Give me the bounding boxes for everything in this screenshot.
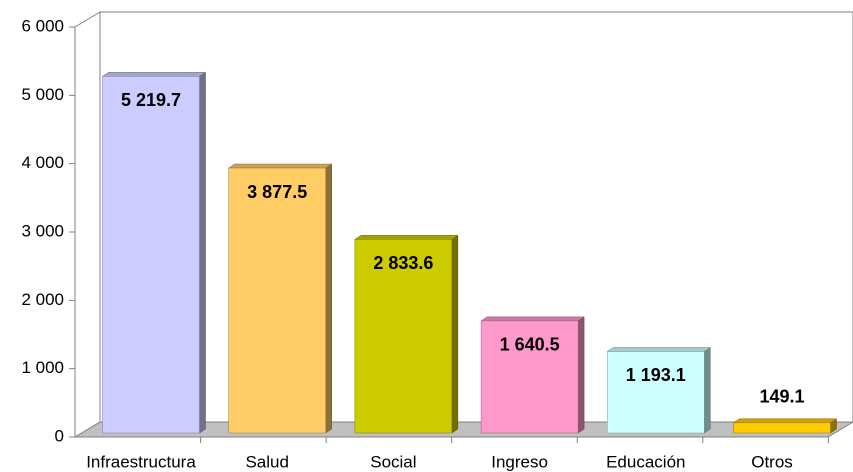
back-wall [99,11,853,423]
bar [228,167,326,434]
bar-top [480,316,585,322]
bar [480,320,579,434]
y-tick-label: 2 000 [21,290,64,309]
bar-side [704,347,711,434]
value-label: 149.1 [759,387,804,407]
bar [607,351,705,434]
y-tick-label: 4 000 [21,153,64,172]
bar-side [325,163,332,434]
bar [102,76,200,434]
y-tick-label: 5 000 [21,85,64,104]
y-tick-label: 0 [55,426,64,445]
value-label: 2 833.6 [373,253,433,273]
x-tick-label: Infraestructura [86,452,196,471]
x-tick-label: Ingreso [491,452,548,471]
bar-side [199,71,206,434]
bar-top [732,418,838,424]
value-label: 1 640.5 [500,335,560,355]
value-label: 3 877.5 [247,182,307,202]
y-tick-label: 3 000 [21,221,64,240]
side-wall [74,11,101,438]
bar-top [101,72,207,77]
value-label: 1 193.1 [626,365,686,385]
bar-top [227,163,333,169]
bar [354,239,453,434]
bar-side [451,234,459,434]
y-tick-label: 1 000 [21,358,64,377]
bar-top [606,347,712,352]
y-tick-label: 6 000 [21,16,64,35]
x-tick-label: Social [370,452,416,471]
bar-side [577,316,585,434]
x-tick-label: Educación [606,452,685,471]
bar-top [354,235,459,240]
x-tick-label: Salud [245,452,288,471]
x-tick-label: Otros [751,452,793,471]
bar [733,422,831,434]
value-label: 5 219.7 [121,90,181,110]
